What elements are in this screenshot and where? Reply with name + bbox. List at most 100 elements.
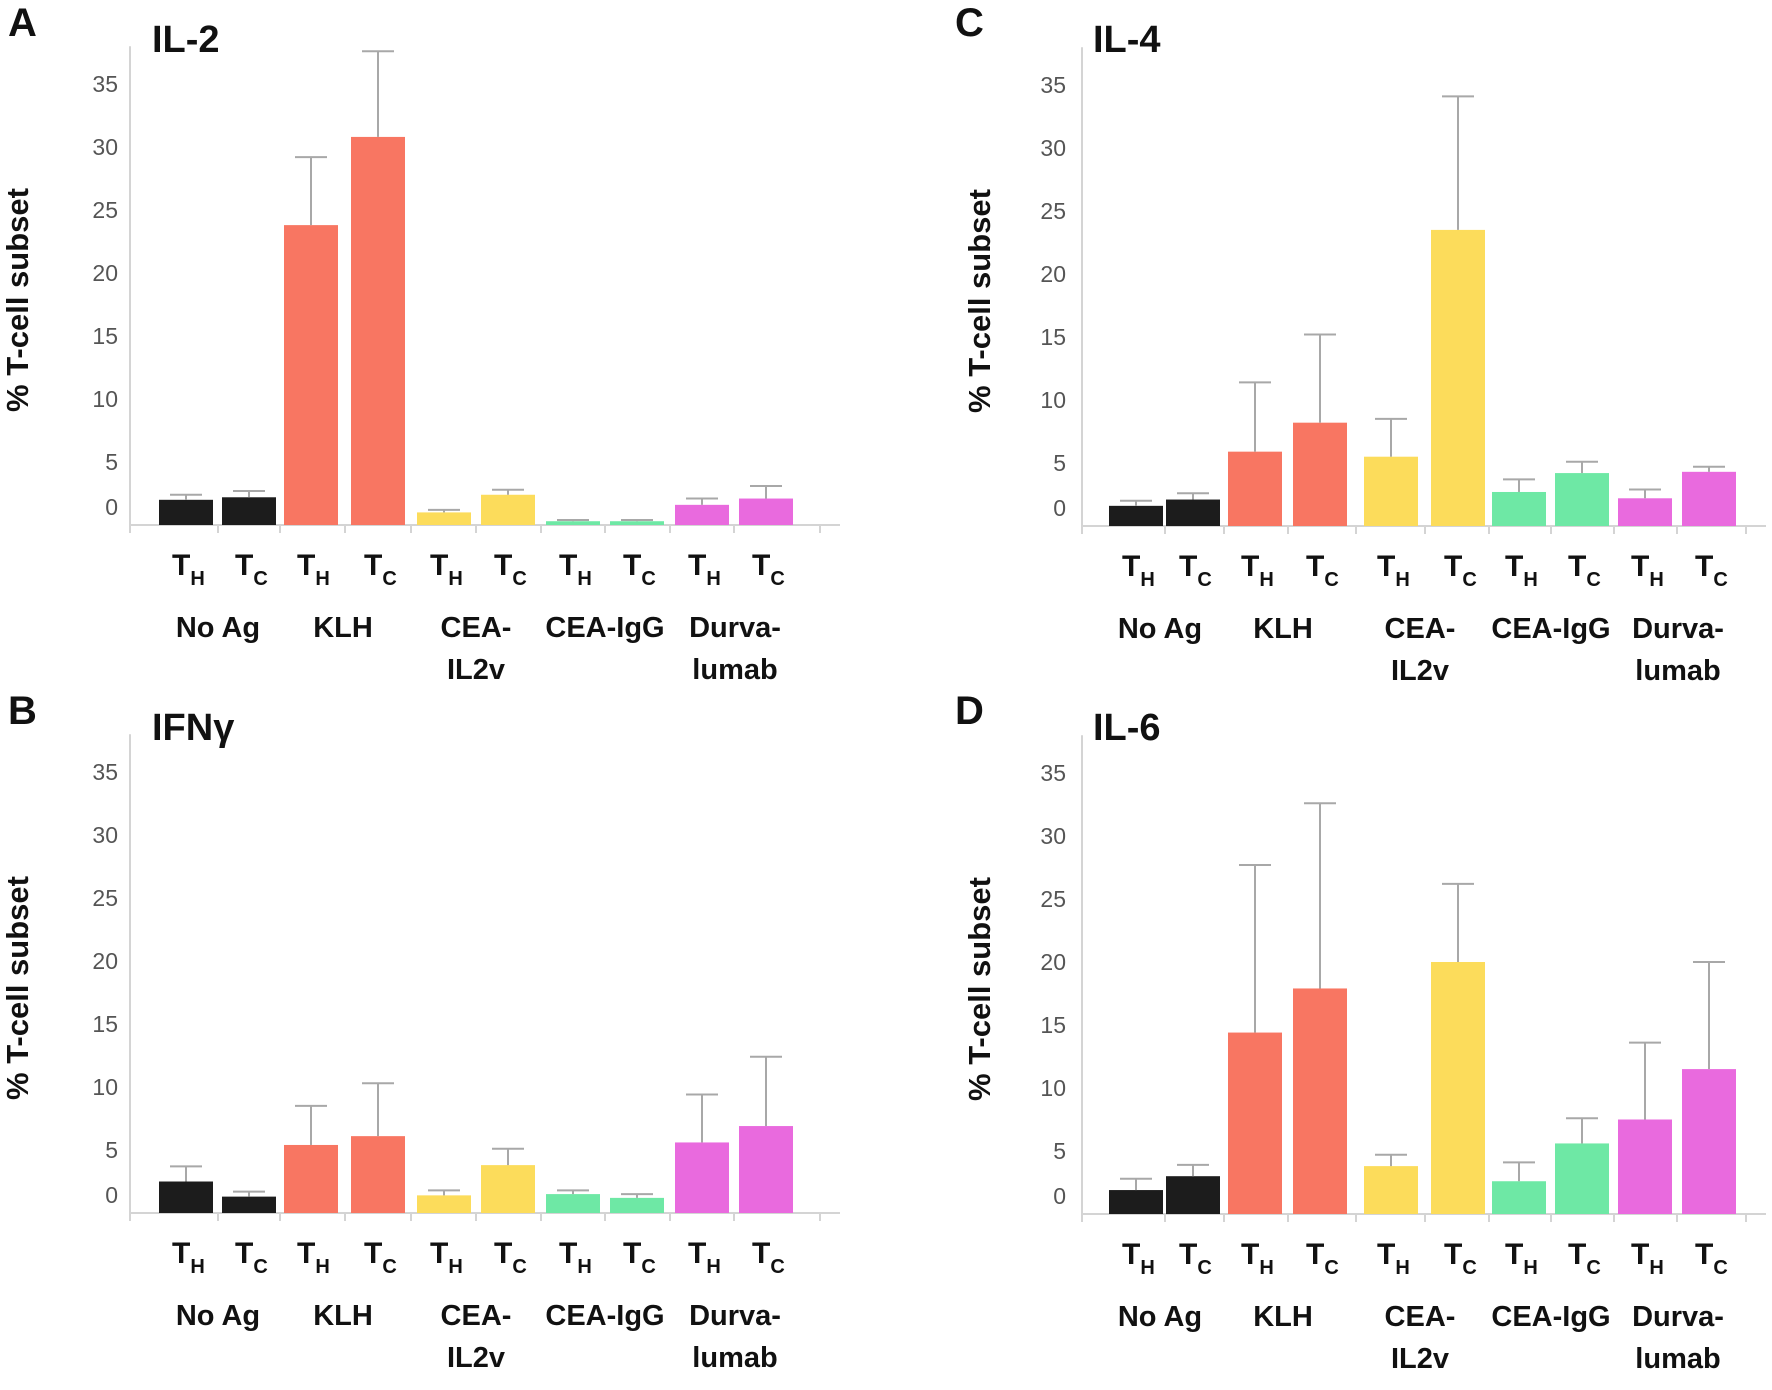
- panel-d: D IL-6 % T-cell subset 0 5 10 15 20 25 30 35 TH TC TH…: [955, 689, 1766, 1375]
- bar-th-klh: [284, 225, 338, 525]
- panel-letter: C: [955, 1, 984, 45]
- y-tick-label: 5: [105, 449, 118, 475]
- y-tick-label: 30: [1040, 135, 1066, 161]
- y-tick-label: 25: [1040, 886, 1066, 912]
- bar-tc-durvalumab: [1682, 1069, 1736, 1214]
- bar-tc-durvalumab: [739, 498, 793, 525]
- panel-letter: A: [8, 1, 37, 45]
- bar-tc-klh: [351, 1136, 405, 1213]
- subset-label: TC: [235, 549, 268, 590]
- group-label: CEA-IgG: [1491, 1301, 1610, 1333]
- y-tick-label: 25: [92, 197, 118, 223]
- group-label: CEA-IgG: [545, 612, 664, 644]
- bar-th-cea-igg: [1492, 1181, 1546, 1214]
- subset-label: TC: [1695, 550, 1728, 591]
- bar-th-cea-il2v: [417, 1195, 471, 1213]
- bar-tc-klh: [1293, 988, 1347, 1214]
- chart-title: IFNγ: [152, 707, 234, 749]
- subset-label: TC: [623, 1237, 656, 1278]
- panel-a: A IL-2 % T-cell subset 0 5 10 15 20 25 30 35 TH TC TH…: [0, 1, 840, 686]
- bar-tc-no-ag: [222, 497, 276, 525]
- group-label: No Ag: [176, 612, 260, 644]
- subset-label: TH: [1631, 550, 1664, 591]
- group-label: lumab: [1635, 1343, 1720, 1375]
- y-tick-label: 5: [105, 1137, 118, 1163]
- group-label: KLH: [313, 612, 373, 644]
- subset-label: TH: [430, 1237, 463, 1278]
- y-tick-label: 10: [1040, 387, 1066, 413]
- y-tick-label: 0: [105, 494, 118, 520]
- bar-tc-cea-igg: [1555, 473, 1609, 526]
- y-axis-label: % T-cell subset: [962, 189, 997, 413]
- panel-c: C IL-4 % T-cell subset 0 5 10 15 20 25 30 35 TH TC TH…: [955, 1, 1766, 687]
- y-tick-label: 5: [1053, 1138, 1066, 1164]
- y-tick-label: 30: [92, 134, 118, 160]
- bar-th-durvalumab: [675, 1142, 729, 1213]
- subset-label: TH: [559, 1237, 592, 1278]
- subset-label: TC: [752, 1237, 785, 1278]
- subset-label: TC: [364, 1237, 397, 1278]
- subset-label: TH: [172, 1237, 205, 1278]
- y-tick-label: 10: [92, 1074, 118, 1100]
- group-label: KLH: [313, 1300, 373, 1332]
- bar-tc-cea-il2v: [481, 1165, 535, 1213]
- group-label: lumab: [692, 1342, 777, 1374]
- subset-label: TC: [1306, 550, 1339, 591]
- bar-th-no-ag: [159, 499, 213, 525]
- bar-th-no-ag: [1109, 1190, 1163, 1214]
- bar-tc-cea-il2v: [481, 494, 535, 525]
- bar-th-durvalumab: [1618, 498, 1672, 526]
- subset-label: TC: [235, 1237, 268, 1278]
- y-tick-label: 35: [1040, 760, 1066, 786]
- group-label: CEA-: [1385, 1301, 1456, 1333]
- bar-th-cea-igg: [1492, 491, 1546, 526]
- group-label: No Ag: [176, 1300, 260, 1332]
- panel-letter: B: [8, 689, 37, 733]
- group-label: IL2v: [447, 1342, 505, 1374]
- group-label: CEA-IgG: [1491, 613, 1610, 645]
- bar-th-no-ag: [1109, 505, 1163, 526]
- y-tick-label: 15: [1040, 1012, 1066, 1038]
- subset-label: TH: [688, 1237, 721, 1278]
- bar-tc-cea-igg: [610, 521, 664, 525]
- group-label: Durva-: [1632, 1301, 1724, 1333]
- subset-label: TC: [1568, 1238, 1601, 1279]
- subset-label: TC: [1179, 550, 1212, 591]
- group-label: IL2v: [1391, 655, 1449, 687]
- subset-label: TH: [559, 549, 592, 590]
- group-label: CEA-: [1385, 613, 1456, 645]
- y-tick-label: 15: [92, 323, 118, 349]
- bar-tc-durvalumab: [739, 1126, 793, 1213]
- subset-label: TH: [1241, 1238, 1274, 1279]
- group-label: lumab: [692, 654, 777, 686]
- y-tick-label: 30: [92, 822, 118, 848]
- y-tick-label: 30: [1040, 823, 1066, 849]
- group-label: Durva-: [1632, 613, 1724, 645]
- panel-letter: D: [955, 689, 984, 733]
- group-label: CEA-: [441, 612, 512, 644]
- y-tick-label: 20: [1040, 949, 1066, 975]
- bar-th-no-ag: [159, 1181, 213, 1213]
- subset-label: TH: [1377, 1238, 1410, 1279]
- subset-label: TC: [752, 549, 785, 590]
- subset-label: TH: [297, 549, 330, 590]
- y-tick-label: 0: [1053, 495, 1066, 521]
- group-label: KLH: [1253, 613, 1313, 645]
- bar-tc-cea-igg: [1555, 1143, 1609, 1214]
- subset-label: TH: [430, 549, 463, 590]
- bar-th-durvalumab: [675, 504, 729, 525]
- subset-label: TH: [688, 549, 721, 590]
- bar-tc-no-ag: [1166, 499, 1220, 526]
- chart-title: IL-6: [1093, 707, 1161, 749]
- bar-th-klh: [284, 1144, 338, 1213]
- subset-label: TH: [1505, 550, 1538, 591]
- subset-label: TC: [494, 549, 527, 590]
- subset-label: TH: [1122, 1238, 1155, 1279]
- group-label: IL2v: [1391, 1343, 1449, 1375]
- subset-label: TH: [297, 1237, 330, 1278]
- group-label: CEA-: [441, 1300, 512, 1332]
- y-tick-label: 35: [92, 759, 118, 785]
- subset-label: TC: [1444, 550, 1477, 591]
- bar-th-cea-il2v: [1364, 456, 1418, 526]
- bar-th-klh: [1228, 1032, 1282, 1214]
